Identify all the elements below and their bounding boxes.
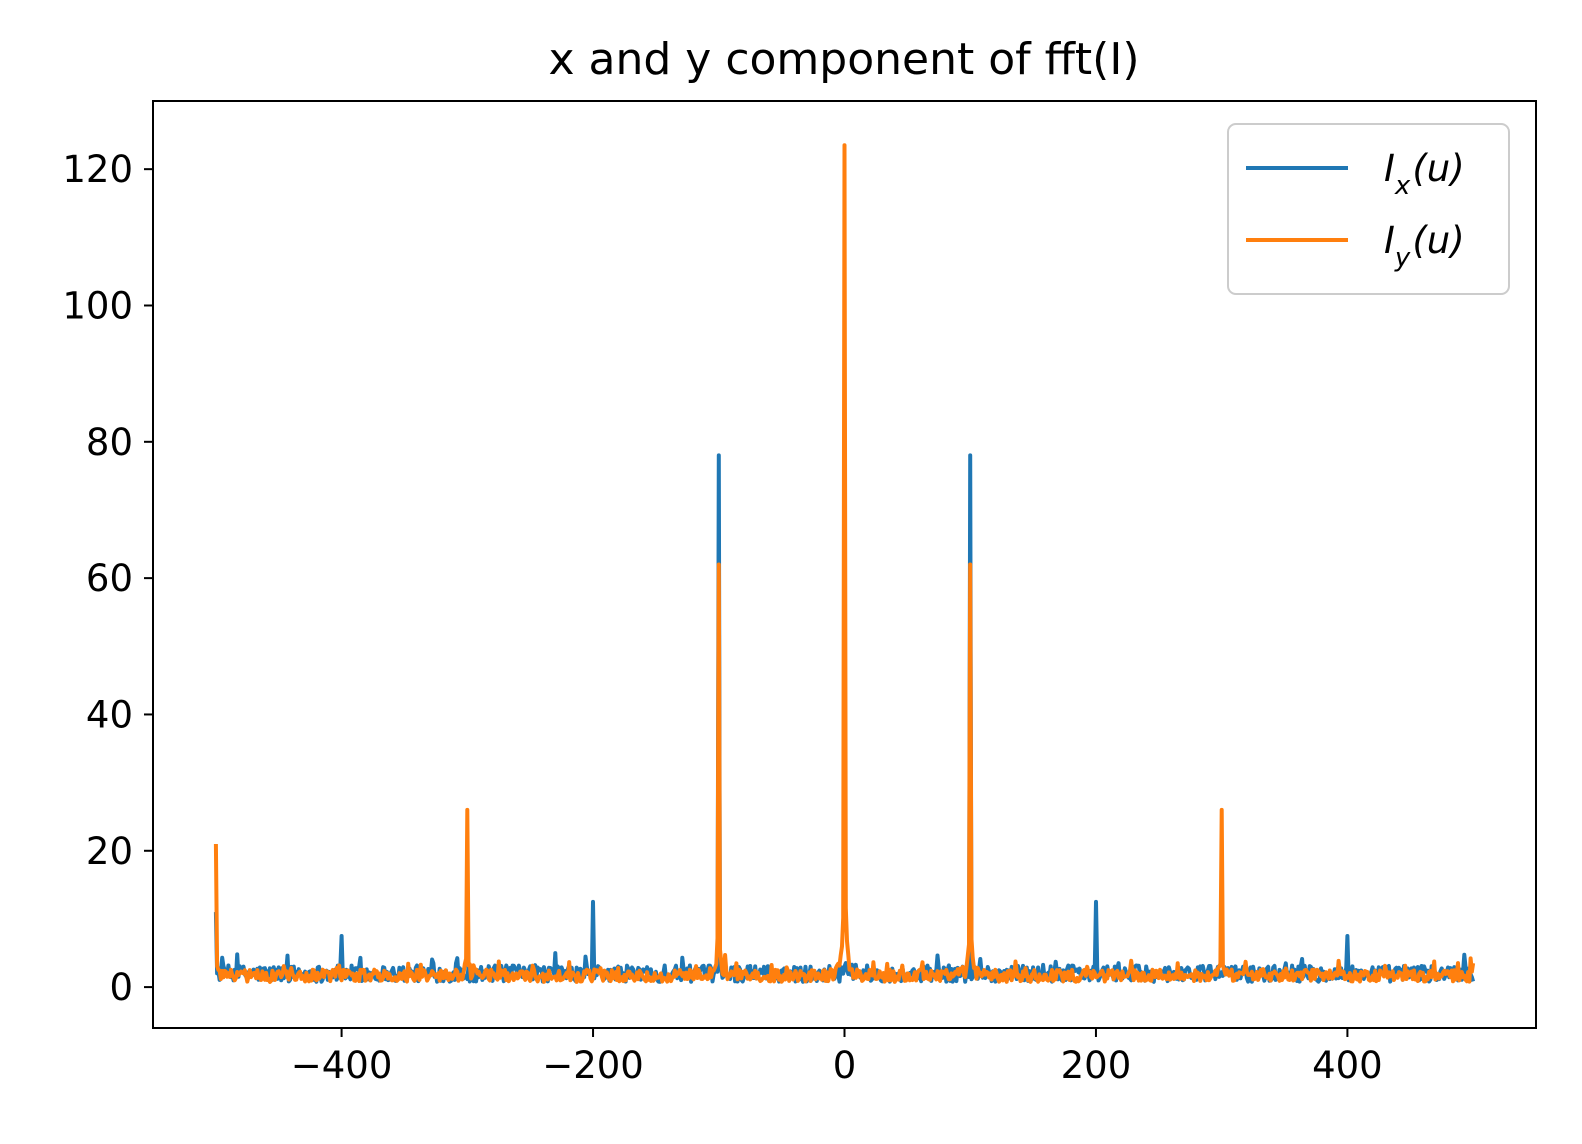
y-tick-label: 60 — [86, 557, 133, 600]
legend-label-main: I — [1384, 219, 1395, 262]
legend-label: Ix(u) — [1384, 147, 1465, 201]
x-tick-label: −400 — [291, 1044, 393, 1087]
x-tick-label: −200 — [542, 1044, 644, 1087]
y-tick-label: 20 — [86, 830, 133, 873]
y-tick-label: 100 — [62, 284, 133, 327]
legend-label-tail: (u) — [1412, 219, 1464, 262]
series-layer — [213, 143, 1476, 984]
legend: Ix(u)Iy(u) — [1227, 123, 1510, 295]
y-axis: 0 20 40 60 80 100 120 — [62, 148, 153, 1009]
x-tick-label: 200 — [1061, 1044, 1132, 1087]
legend-label: Iy(u) — [1384, 219, 1465, 273]
y-tick-label: 120 — [62, 148, 133, 191]
series-line-iy — [213, 143, 1476, 984]
legend-label-sub: y — [1394, 243, 1411, 273]
legend-box — [1227, 123, 1510, 295]
y-tick-label: 80 — [86, 421, 133, 464]
x-tick-label: 0 — [833, 1044, 857, 1087]
legend-label-main: I — [1384, 147, 1395, 190]
x-axis: −400 −200 0 200 400 — [291, 1028, 1383, 1087]
y-tick-label: 0 — [109, 966, 133, 1009]
chart-title: x and y component of fft(I) — [549, 34, 1140, 85]
legend-label-sub: x — [1394, 171, 1411, 201]
x-tick-label: 400 — [1312, 1044, 1383, 1087]
legend-label-tail: (u) — [1412, 147, 1464, 190]
y-tick-label: 40 — [86, 693, 133, 736]
